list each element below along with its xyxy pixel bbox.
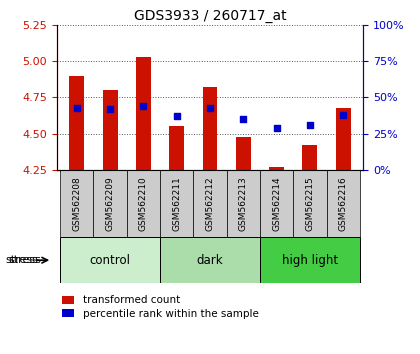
Point: [340, 112, 346, 118]
Bar: [102, 90, 118, 170]
Bar: [227, 170, 260, 237]
Point: [240, 116, 247, 122]
Bar: [160, 170, 193, 237]
Bar: [169, 126, 184, 170]
Text: GSM562209: GSM562209: [105, 176, 115, 231]
Bar: [60, 170, 93, 237]
Bar: [202, 87, 218, 170]
Point: [173, 113, 180, 119]
Text: stress: stress: [8, 255, 41, 265]
Text: GSM562215: GSM562215: [305, 176, 315, 231]
Text: GSM562216: GSM562216: [339, 176, 348, 231]
Text: GDS3933 / 260717_at: GDS3933 / 260717_at: [134, 9, 286, 23]
Point: [273, 125, 280, 131]
Point: [140, 103, 147, 109]
Text: GSM562212: GSM562212: [205, 176, 215, 231]
Text: stress: stress: [6, 255, 39, 265]
Bar: [236, 137, 251, 170]
Text: control: control: [89, 254, 131, 267]
Bar: [302, 145, 318, 170]
Legend: transformed count, percentile rank within the sample: transformed count, percentile rank withi…: [62, 296, 259, 319]
Text: GSM562214: GSM562214: [272, 176, 281, 231]
Bar: [193, 170, 227, 237]
Text: high light: high light: [282, 254, 338, 267]
Text: dark: dark: [197, 254, 223, 267]
Bar: [69, 75, 84, 170]
Bar: [336, 108, 351, 170]
Text: GSM562213: GSM562213: [239, 176, 248, 231]
Text: GSM562210: GSM562210: [139, 176, 148, 231]
Point: [307, 122, 313, 128]
Bar: [269, 167, 284, 170]
Bar: [160, 237, 260, 283]
Bar: [327, 170, 360, 237]
Bar: [93, 170, 127, 237]
Bar: [60, 237, 160, 283]
Point: [207, 105, 213, 110]
Point: [74, 105, 80, 110]
Bar: [293, 170, 327, 237]
Point: [107, 106, 113, 112]
Bar: [260, 170, 293, 237]
Bar: [127, 170, 160, 237]
Text: GSM562208: GSM562208: [72, 176, 81, 231]
Bar: [136, 57, 151, 170]
Text: GSM562211: GSM562211: [172, 176, 181, 231]
Bar: [260, 237, 360, 283]
